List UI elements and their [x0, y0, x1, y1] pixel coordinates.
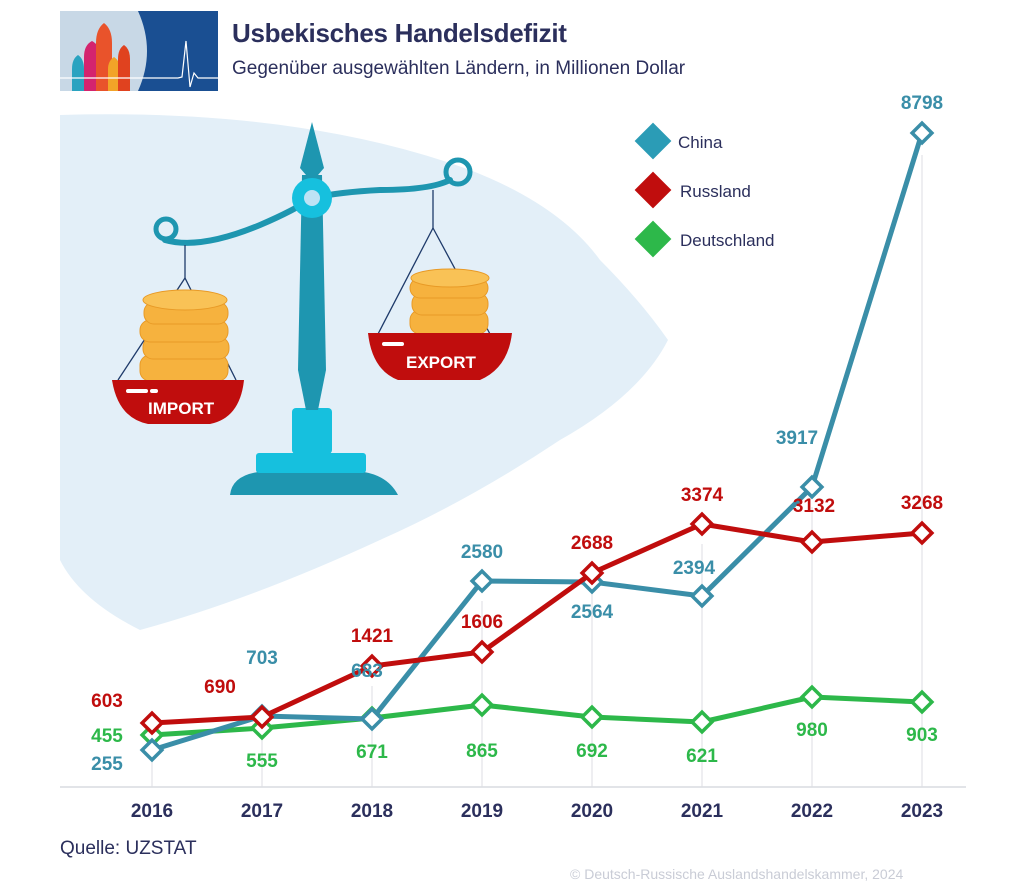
data-label-russland: 3132: [793, 496, 835, 517]
data-point-marker: [799, 684, 825, 710]
data-label-russland: 1421: [351, 626, 394, 647]
data-point-marker: [909, 120, 935, 146]
svg-text:Deutschland: Deutschland: [680, 231, 775, 250]
chart-title: Usbekisches Handelsdefizit: [232, 18, 567, 48]
data-label-russland: 3374: [681, 485, 724, 506]
balance-scale-illustration: IMPORT EXPORT: [112, 122, 512, 495]
data-label-russland: 3268: [901, 493, 943, 514]
data-label-deutschland: 671: [356, 742, 388, 763]
x-axis-tick-label: 2017: [241, 801, 283, 822]
logo: [60, 11, 218, 91]
data-label-russland: 2688: [571, 533, 613, 554]
data-point-marker: [799, 529, 825, 555]
svg-text:Russland: Russland: [680, 182, 751, 201]
series-line-china: [151, 132, 925, 753]
data-point-marker: [579, 704, 605, 730]
legend-item-deutschland: Deutschland: [634, 220, 775, 258]
x-axis-tick-label: 2018: [351, 801, 393, 822]
data-label-russland: 1606: [461, 612, 503, 633]
data-point-marker: [139, 710, 165, 736]
x-axis-tick-label: 2023: [901, 801, 943, 822]
x-axis-tick-label: 2019: [461, 801, 503, 822]
data-point-marker: [469, 692, 495, 718]
data-label-deutschland: 903: [906, 725, 938, 746]
export-label: EXPORT: [406, 353, 477, 372]
series-line-deutschland: [151, 694, 923, 738]
x-axis-tick-label: 2021: [681, 801, 724, 822]
x-axis-tick-label: 2016: [131, 801, 173, 822]
data-label-china: 703: [246, 648, 278, 669]
data-point-marker: [469, 639, 495, 665]
data-point-marker: [689, 709, 715, 735]
data-label-deutschland: 555: [246, 751, 278, 772]
source-note: Quelle: UZSTAT: [60, 838, 197, 859]
legend-deutschland-diamond-icon: [634, 220, 672, 258]
series-line-russland: [151, 521, 923, 726]
legend-china-diamond-icon: [634, 122, 672, 160]
chart-subtitle: Gegenüber ausgewählten Ländern, in Milli…: [232, 58, 686, 79]
legend-russland-diamond-icon: [634, 171, 672, 209]
data-label-china: 683: [351, 661, 383, 682]
data-label-deutschland: 455: [91, 726, 123, 747]
x-axis-labels: 2016 2017 2018 2019 2020 2021 2022 2023: [131, 801, 943, 822]
svg-text:China: China: [678, 133, 723, 152]
data-point-marker: [909, 520, 935, 546]
data-point-marker: [359, 706, 385, 732]
data-label-russland: 690: [204, 677, 236, 698]
import-label: IMPORT: [148, 399, 215, 418]
data-point-marker: [249, 704, 275, 730]
x-axis-tick-label: 2022: [791, 801, 833, 822]
data-label-china: 3917: [776, 428, 818, 449]
data-label-russland: 603: [91, 691, 123, 712]
data-label-china: 2580: [461, 542, 503, 563]
data-label-china: 2394: [673, 558, 716, 579]
legend-item-china: China: [634, 122, 723, 160]
data-point-marker: [689, 583, 715, 609]
data-point-marker: [359, 653, 385, 679]
data-labels: 455 555 671 865 692 621 980 903 255 703 683 2580 256…: [91, 93, 943, 775]
legend-item-russland: Russland: [634, 171, 751, 209]
data-label-deutschland: 865: [466, 741, 498, 762]
data-label-china: 255: [91, 754, 123, 775]
copyright-note: © Deutsch-Russische Auslandshandelskamme…: [570, 866, 904, 882]
data-label-deutschland: 621: [686, 746, 718, 767]
legend: China Russland Deutschland: [634, 122, 775, 258]
data-label-china: 2564: [571, 602, 614, 623]
data-point-marker: [469, 568, 495, 594]
x-axis-tick-label: 2020: [571, 801, 613, 822]
data-point-marker: [139, 737, 165, 763]
data-label-china: 8798: [901, 93, 943, 114]
data-point-marker: [579, 560, 605, 586]
data-label-deutschland: 980: [796, 720, 828, 741]
data-point-marker: [909, 689, 935, 715]
data-point-marker: [689, 511, 715, 537]
series-layer: [139, 120, 935, 763]
data-point-marker: [799, 474, 825, 500]
data-label-deutschland: 692: [576, 741, 608, 762]
